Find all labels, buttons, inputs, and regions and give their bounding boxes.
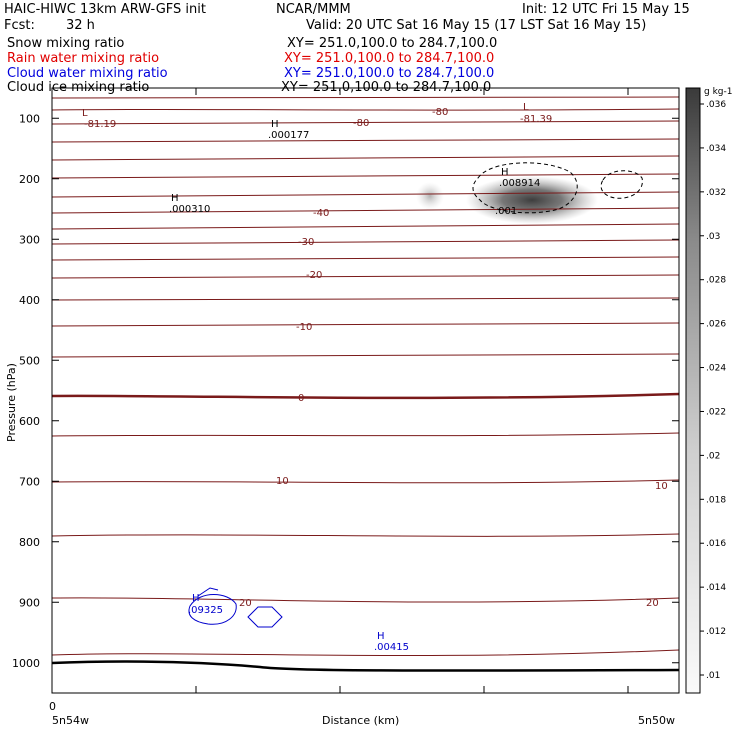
y-tick-label-200: 200 bbox=[19, 173, 40, 186]
high-value-4: .09325 bbox=[188, 605, 223, 616]
snow-shading-small bbox=[416, 182, 444, 210]
colorbar-tick-label: .032 bbox=[706, 188, 726, 198]
high-value-2: .000310 bbox=[169, 204, 210, 215]
y-tick-label-500: 500 bbox=[19, 354, 40, 367]
cloud-ice-contours bbox=[472, 162, 643, 214]
low-value-1: -81.19 bbox=[84, 119, 116, 130]
x-end-label: 5n50w bbox=[638, 714, 675, 727]
y-tick-label-300: 300 bbox=[19, 233, 40, 246]
high-value-1: .000177 bbox=[268, 130, 309, 141]
field-name-rain: Rain water mixing ratio bbox=[7, 51, 160, 66]
org-label: NCAR/MMM bbox=[276, 2, 351, 17]
plot-frame bbox=[51, 87, 680, 694]
high-marker-5: H bbox=[377, 631, 385, 642]
extrema-markers: L -81.19 L -81.39 H .000177 H .000310 H … bbox=[82, 102, 552, 653]
high-value-3: .008914 bbox=[499, 178, 540, 189]
colorbar-tick-label: .02 bbox=[706, 451, 720, 461]
field-name-cloud-water: Cloud water mixing ratio bbox=[7, 66, 168, 81]
colorbar-tick-label: .026 bbox=[706, 320, 726, 330]
colorbar-tick-label: .022 bbox=[706, 407, 726, 417]
colorbar-tick-label: .036 bbox=[706, 100, 726, 110]
low-marker-2: L bbox=[523, 102, 529, 113]
temp-label-20-a: 20 bbox=[239, 598, 252, 609]
y-tick-label-100: 100 bbox=[19, 112, 40, 125]
cloud-water-contours bbox=[188, 587, 283, 628]
temp-label-minus10: -10 bbox=[296, 322, 312, 333]
forecast-label: Fcst: bbox=[4, 18, 35, 33]
high-marker-4: H bbox=[192, 593, 200, 604]
temp-label-10-b: 10 bbox=[655, 481, 668, 492]
colorbar bbox=[685, 87, 701, 694]
colorbar-tick-label: .028 bbox=[706, 276, 726, 286]
valid-time: Valid: 20 UTC Sat 16 May 15 (17 LST Sat … bbox=[306, 18, 647, 33]
colorbar-tick-label: .016 bbox=[706, 539, 726, 549]
colorbar-tick-label: .03 bbox=[706, 232, 720, 242]
high-marker-3: H bbox=[501, 167, 509, 178]
field-name-snow: Snow mixing ratio bbox=[7, 36, 125, 51]
low-marker-1: L bbox=[82, 108, 88, 119]
temp-label-20-b: 20 bbox=[646, 598, 659, 609]
model-title: HAIC-HIWC 13km ARW-GFS init bbox=[4, 2, 206, 17]
temp-label-minus80-a: -80 bbox=[353, 118, 369, 129]
colorbar-tick-label: .024 bbox=[706, 364, 726, 374]
colorbar-unit: g kg-1 bbox=[704, 87, 732, 97]
forecast-hour: 32 h bbox=[66, 18, 95, 33]
terrain-line bbox=[51, 660, 680, 672]
init-time: Init: 12 UTC Fri 15 May 15 bbox=[522, 2, 690, 17]
x-zero-label: 0 bbox=[49, 700, 56, 713]
y-tick-label-1000: 1000 bbox=[12, 657, 40, 670]
temp-label-10-a: 10 bbox=[276, 476, 289, 487]
colorbar-tick-label: .034 bbox=[706, 144, 726, 154]
colorbar-tick-label: .01 bbox=[706, 671, 720, 681]
temp-label-minus40: -40 bbox=[313, 208, 329, 219]
ice-contour-label: .001 bbox=[495, 206, 517, 217]
y-axis-label: Pressure (hPa) bbox=[5, 363, 18, 442]
field-xy-rain: XY= 251.0,100.0 to 284.7,100.0 bbox=[284, 51, 495, 66]
field-xy-snow: XY= 251.0,100.0 to 284.7,100.0 bbox=[287, 36, 498, 51]
temperature-contours bbox=[52, 96, 679, 657]
y-tick-label-800: 800 bbox=[19, 536, 40, 549]
x-axis-ticks bbox=[195, 88, 629, 693]
temp-label-0: 0 bbox=[298, 393, 304, 404]
temperature-labels: -80 -80 -40 -30 -20 -10 0 10 10 20 20 bbox=[239, 107, 668, 609]
temp-label-minus80-b: -80 bbox=[432, 107, 448, 118]
y-tick-label-900: 900 bbox=[19, 596, 40, 609]
high-value-5: .00415 bbox=[374, 642, 409, 653]
colorbar-tick-label: .012 bbox=[706, 627, 726, 637]
x-start-label: 5n54w bbox=[52, 714, 89, 727]
temp-label-minus30: -30 bbox=[298, 237, 314, 248]
snow-shading-main bbox=[466, 176, 598, 224]
high-marker-2: H bbox=[171, 193, 179, 204]
y-tick-label-700: 700 bbox=[19, 475, 40, 488]
field-xy-cloud-water: XY= 251.0,100.0 to 284.7,100.0 bbox=[284, 66, 495, 81]
colorbar-tick-label: .018 bbox=[706, 495, 726, 505]
x-axis-label: Distance (km) bbox=[322, 714, 399, 727]
temp-label-minus20: -20 bbox=[306, 270, 322, 281]
y-tick-label-600: 600 bbox=[19, 415, 40, 428]
y-tick-label-400: 400 bbox=[19, 294, 40, 307]
low-value-2: -81.39 bbox=[520, 114, 552, 125]
high-marker-1: H bbox=[271, 119, 279, 130]
colorbar-tick-label: .014 bbox=[706, 583, 726, 593]
